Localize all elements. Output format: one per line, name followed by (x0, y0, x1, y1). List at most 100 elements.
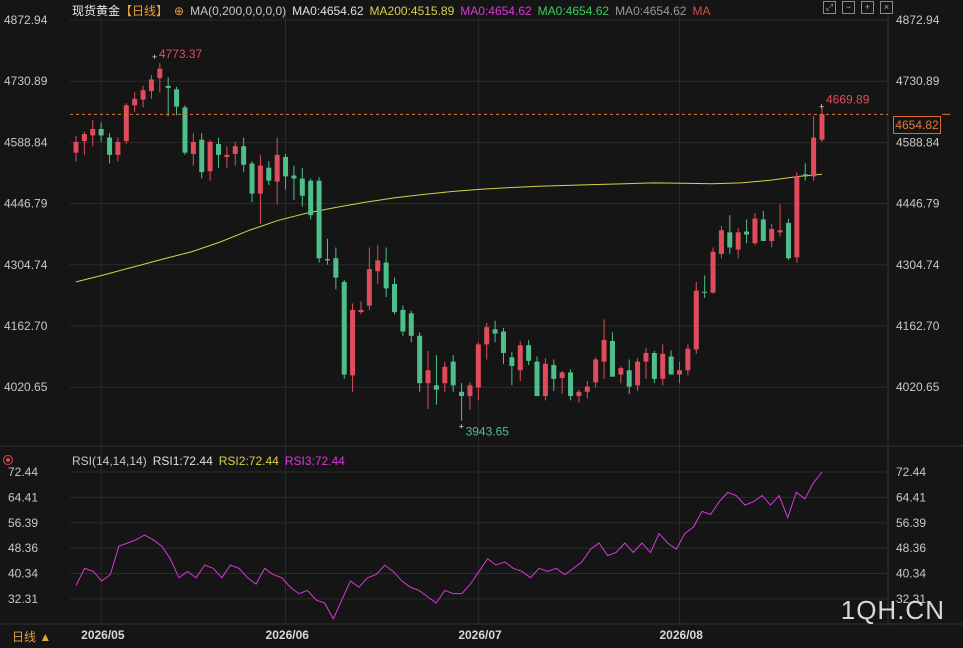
period-selector[interactable]: 日线 ▲ (12, 630, 52, 644)
minus-icon[interactable]: − (842, 1, 855, 14)
candle-body (693, 290, 699, 350)
candle-body (475, 344, 481, 388)
candle-body (417, 335, 423, 384)
candle-body (643, 353, 649, 362)
candle-body (299, 178, 305, 196)
rsi-tick-left: 56.39 (8, 516, 38, 530)
candle-body (157, 68, 163, 79)
rsi-tick-right: 64.41 (896, 490, 926, 504)
candle-body (333, 258, 339, 278)
candle-body (526, 345, 532, 361)
window-controls: ⤢ − + × (823, 1, 893, 14)
date-tick: 2026/08 (660, 628, 704, 642)
candle-body (651, 353, 657, 379)
watermark: 1QH.CN (840, 595, 945, 625)
candle-body (811, 137, 817, 177)
candle-body (232, 146, 238, 154)
candle-body (291, 175, 297, 179)
ma0-d: MA0:4654.62 (615, 4, 687, 18)
candle-body (576, 391, 582, 397)
ma200-line (75, 173, 823, 283)
candle-body (257, 165, 263, 194)
candle-body (358, 309, 364, 313)
rsi-tick-left: 64.41 (8, 490, 38, 504)
candle-body (450, 361, 456, 386)
ma0-a: MA0:4654.62 (292, 4, 364, 18)
candle-body (433, 385, 439, 390)
candle-body (718, 230, 724, 254)
expand-icon[interactable]: ⤢ (823, 1, 836, 14)
candle-body (459, 391, 465, 397)
price-tick-right: 4162.70 (896, 319, 940, 333)
candle-body (324, 259, 330, 261)
date-tick: 2026/07 (458, 628, 502, 642)
candle-body (274, 154, 280, 182)
candle-body (534, 361, 540, 397)
candle-body (316, 180, 322, 259)
candle-body (467, 385, 473, 397)
candle-body (769, 228, 775, 241)
price-tick-right: 4304.74 (896, 258, 940, 272)
rsi-params: RSI(14,14,14) (72, 454, 147, 468)
candle-body (174, 89, 180, 107)
high-marker: + (152, 52, 157, 62)
candle-body (215, 144, 221, 155)
low-marker: + (459, 422, 464, 432)
last-high-marker: + (819, 101, 824, 111)
candle-body (517, 345, 523, 371)
candle-body (752, 218, 758, 244)
rsi-tick-right: 32.31 (896, 592, 926, 606)
candle-body (249, 163, 255, 194)
current-price-box: 4654.82 (893, 116, 941, 134)
candle-body (115, 141, 121, 155)
candle-body (140, 90, 146, 100)
low-price-label: 3943.65 (466, 425, 510, 439)
candle-body (568, 372, 574, 397)
candle-body (500, 331, 506, 354)
candle-body (702, 291, 708, 293)
ma-params: MA(0,200,0,0,0,0) (190, 4, 287, 18)
candle-body (760, 219, 766, 241)
candle-body (635, 361, 641, 386)
date-tick: 2026/05 (81, 628, 125, 642)
candle-body (182, 107, 188, 153)
settings-icon[interactable]: ⊕ (174, 4, 185, 18)
rsi-tick-right: 56.39 (896, 516, 926, 530)
candle-body (802, 174, 808, 177)
price-tick-right: 4020.65 (896, 380, 940, 394)
ma0-c: MA0:4654.62 (537, 4, 610, 18)
price-tick-right: 4872.94 (896, 13, 940, 27)
price-tick-left: 4304.74 (4, 258, 48, 272)
annotations: +4773.37+ 3943.65+ 4669.89 (70, 47, 950, 439)
candle-body (425, 370, 431, 384)
ma0-b: MA0:4654.62 (460, 4, 532, 18)
candle-body (383, 262, 389, 289)
last-high-label: 4669.89 (826, 92, 870, 106)
date-tick: 2026/06 (266, 628, 310, 642)
candle-body (735, 232, 741, 250)
candle-body (785, 222, 791, 259)
candle-body (341, 281, 347, 375)
ma-label: MA (692, 4, 711, 18)
rsi-tick-left: 40.34 (8, 567, 38, 581)
candle-body (609, 340, 615, 377)
candle-body (107, 137, 113, 155)
symbol-name: 现货黄金 (72, 4, 121, 18)
close-icon[interactable]: × (880, 1, 893, 14)
candle-body (190, 141, 196, 154)
ma-header: 现货黄金【日线】 ⊕ MA(0,200,0,0,0,0) MA0:4654.62 MA2… (72, 2, 716, 19)
candle-body (375, 260, 381, 272)
candle-body (509, 357, 515, 366)
candle-body (618, 368, 624, 375)
record-icon[interactable] (3, 455, 13, 465)
candle-body (584, 386, 590, 392)
candle-body (492, 329, 498, 334)
ma200-label: MA200:4515.89 (369, 4, 455, 18)
candle-body (90, 128, 96, 136)
grid-lines (0, 12, 963, 625)
candle-body (819, 114, 825, 140)
rsi-tick-left: 72.44 (8, 465, 38, 479)
candle-body (132, 98, 138, 106)
plus-icon[interactable]: + (861, 1, 874, 14)
candle-body (98, 128, 104, 136)
